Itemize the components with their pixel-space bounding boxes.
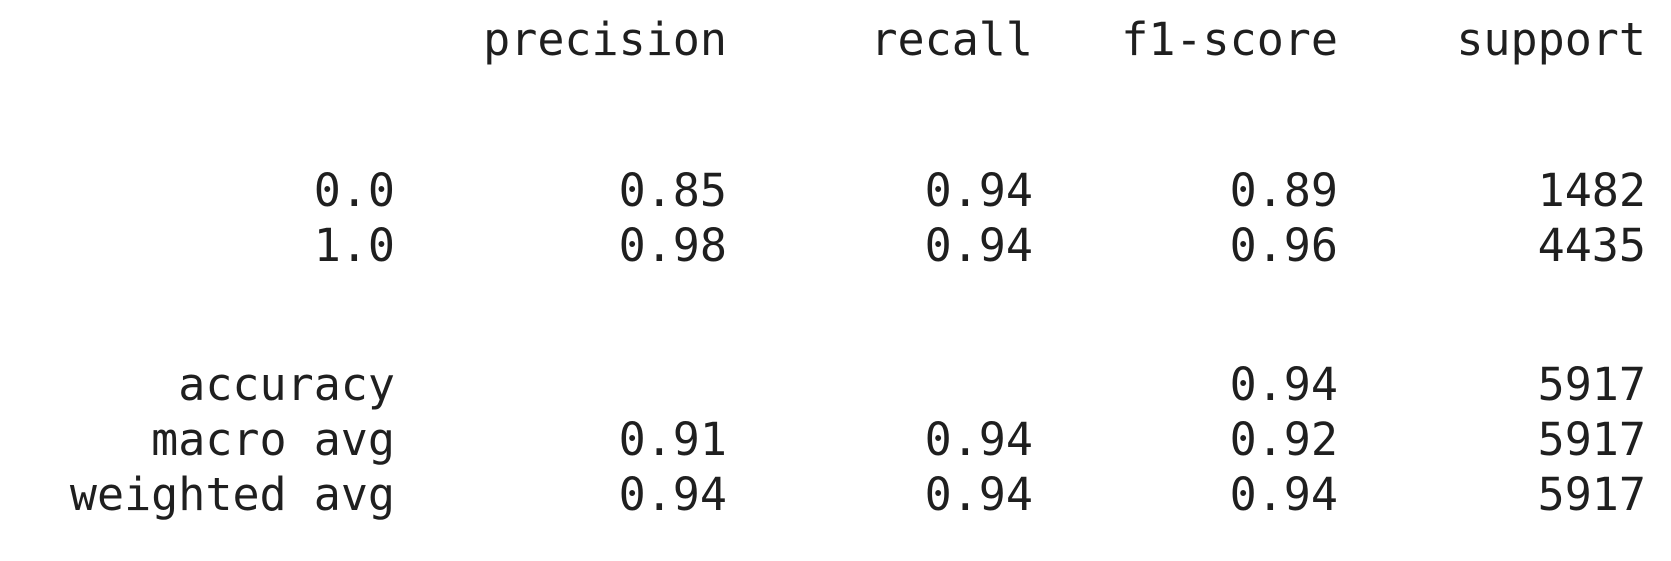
f1-score-header: f1-score xyxy=(1121,13,1338,66)
f1-score-value: 0.89 xyxy=(1229,164,1338,217)
recall-value: 0.94 xyxy=(924,164,1033,217)
support-value: 4435 xyxy=(1537,219,1646,272)
recall-value: 0.94 xyxy=(924,219,1033,272)
support-header: support xyxy=(1456,13,1646,66)
f1-score-value: 0.92 xyxy=(1229,413,1338,466)
header-row: precision recall f1-score support xyxy=(0,10,1671,70)
class-label: 0.0 xyxy=(313,164,395,217)
support-value: 5917 xyxy=(1537,468,1646,521)
recall-header: recall xyxy=(870,13,1033,66)
f1-score-value: 0.96 xyxy=(1229,219,1338,272)
accuracy-row: accuracy 0.94 5917 xyxy=(0,355,1671,415)
precision-value: 0.91 xyxy=(618,413,727,466)
class-label: 1.0 xyxy=(313,219,395,272)
macro-avg-label: macro avg xyxy=(151,413,395,466)
weighted-avg-label: weighted avg xyxy=(69,468,395,521)
precision-value: 0.85 xyxy=(618,164,727,217)
precision-value: 0.94 xyxy=(618,468,727,521)
recall-value: 0.94 xyxy=(924,413,1033,466)
macro-avg-row: macro avg 0.91 0.94 0.92 5917 xyxy=(0,410,1671,470)
class-row-1: 1.0 0.98 0.94 0.96 4435 xyxy=(0,216,1671,276)
support-value: 5917 xyxy=(1537,413,1646,466)
accuracy-label: accuracy xyxy=(178,358,395,411)
recall-value: 0.94 xyxy=(924,468,1033,521)
precision-header: precision xyxy=(483,13,727,66)
weighted-avg-row: weighted avg 0.94 0.94 0.94 5917 xyxy=(0,465,1671,525)
class-row-0: 0.0 0.85 0.94 0.89 1482 xyxy=(0,161,1671,221)
f1-score-value: 0.94 xyxy=(1229,468,1338,521)
support-value: 1482 xyxy=(1537,164,1646,217)
precision-value: 0.98 xyxy=(618,219,727,272)
accuracy-support: 5917 xyxy=(1537,358,1646,411)
accuracy-value: 0.94 xyxy=(1229,358,1338,411)
